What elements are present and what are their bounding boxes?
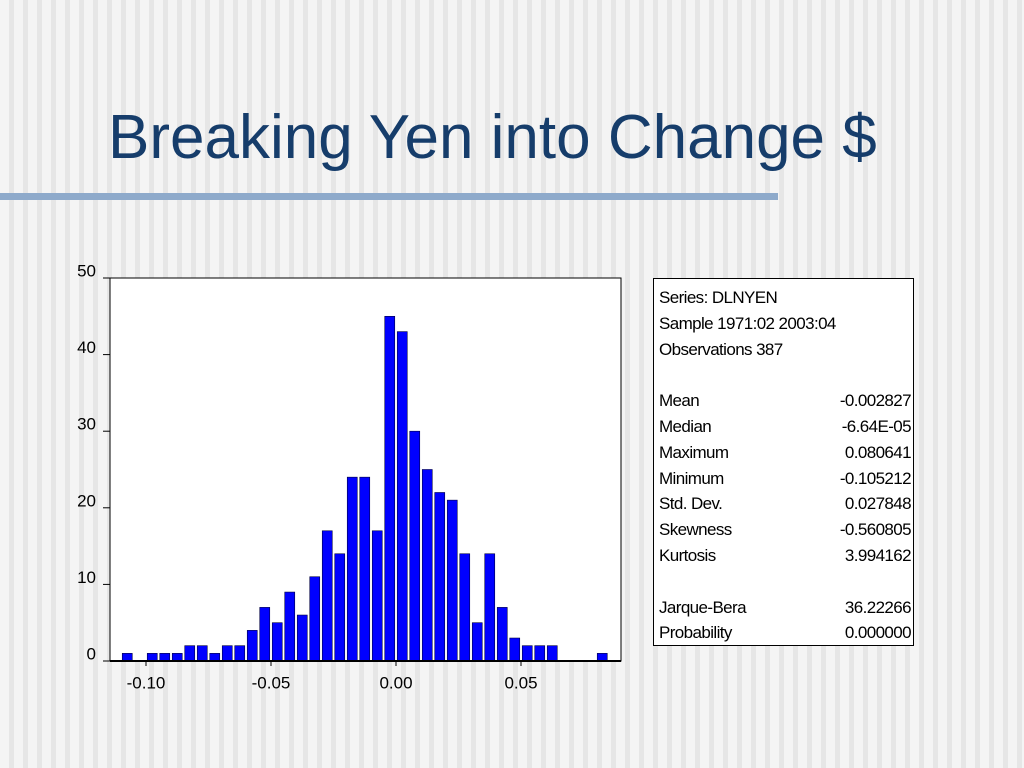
bar	[271, 622, 283, 662]
stats-header-row: Series: DLNYEN	[659, 285, 911, 311]
stat-label: Maximum	[659, 442, 729, 462]
bar	[296, 614, 308, 662]
stat-label: Minimum	[659, 468, 724, 488]
stats-row: Std. Dev. 0.027848	[659, 491, 912, 517]
bar	[359, 476, 371, 662]
stats-header: Series: DLNYEN	[659, 288, 778, 307]
bar	[196, 645, 208, 662]
stats-row: Jarque-Bera 36.22266	[659, 595, 912, 621]
stat-value: 0.027848	[844, 494, 912, 514]
bar	[546, 645, 558, 662]
stat-label: Skewness	[659, 520, 732, 540]
stats-row: Minimum -0.105212	[659, 466, 912, 492]
stat-value: 36.22266	[844, 597, 912, 617]
stat-value: -0.002827	[839, 391, 912, 411]
stats-row: Skewness -0.560805	[659, 517, 912, 543]
bar	[321, 530, 333, 662]
bar	[346, 476, 358, 662]
bar	[171, 653, 183, 662]
spacer	[659, 569, 911, 595]
bar	[384, 315, 396, 662]
stats-row: Kurtosis 3.994162	[659, 543, 912, 569]
stats-header: Observations 387	[659, 339, 783, 359]
bar	[434, 492, 446, 662]
x-tick-label: -0.10	[127, 673, 166, 692]
stat-value: -6.64E-05	[841, 416, 912, 436]
y-tick-label: 20	[77, 491, 96, 510]
stat-label: Jarque-Bera	[659, 597, 747, 617]
bar	[246, 630, 258, 662]
x-tick-label: 0.00	[379, 673, 412, 692]
stats-row: Median -6.64E-05	[659, 414, 912, 440]
stats-table: Series: DLNYEN Sample 1971:02 2003:04 Obse…	[653, 278, 914, 646]
stat-label: Mean	[659, 391, 700, 411]
bar	[371, 530, 383, 662]
stats-header: Sample 1971:02 2003:04	[659, 313, 836, 333]
spacer	[659, 362, 911, 388]
bar	[534, 645, 546, 662]
stat-value: -0.105212	[839, 468, 912, 488]
bar	[421, 469, 433, 662]
slide-title: Breaking Yen into Change $	[108, 103, 877, 172]
stats-row: Maximum 0.080641	[659, 440, 912, 466]
bar	[496, 607, 508, 662]
bar	[521, 645, 533, 662]
stat-value: -0.560805	[839, 520, 912, 540]
bar	[509, 637, 521, 662]
stat-label: Kurtosis	[659, 545, 716, 565]
y-tick-label: 50	[77, 261, 96, 280]
y-tick-label: 0	[87, 644, 96, 663]
stat-value: 3.994162	[844, 545, 912, 565]
bar	[309, 576, 321, 662]
stat-label: Probability	[659, 623, 732, 643]
bar	[396, 331, 408, 662]
histogram-chart: 0 10 20 30 40 50 -0.10 -0.05 0.00 0.05	[77, 261, 622, 692]
y-tick-label: 40	[77, 338, 96, 357]
bar	[334, 553, 346, 662]
bar	[284, 591, 296, 662]
stats-row: Mean -0.002827	[659, 388, 912, 414]
stat-label: Std. Dev.	[659, 494, 723, 514]
bar	[446, 499, 458, 662]
bar	[159, 653, 171, 662]
stat-label: Median	[659, 416, 712, 436]
bar	[596, 653, 608, 662]
bar	[234, 645, 246, 662]
stat-value: 0.080641	[844, 442, 912, 462]
bar	[459, 553, 471, 662]
bar	[146, 653, 158, 662]
stats-row: Probability 0.000000	[659, 620, 912, 646]
bar	[259, 607, 271, 662]
stat-value: 0.000000	[844, 623, 912, 643]
x-tick-label: -0.05	[252, 673, 291, 692]
y-tick-label: 30	[77, 415, 96, 434]
bar	[221, 645, 233, 662]
x-tick-label: 0.05	[504, 673, 537, 692]
bar	[209, 653, 221, 662]
stats-header-row: Sample 1971:02 2003:04	[659, 311, 911, 337]
bar	[484, 553, 496, 662]
bar	[409, 430, 421, 662]
title-rule	[0, 193, 778, 200]
stats-header-row: Observations 387	[659, 337, 911, 363]
bar	[121, 653, 133, 662]
y-tick-label: 10	[77, 568, 96, 587]
bar	[184, 645, 196, 662]
bar	[471, 622, 483, 662]
